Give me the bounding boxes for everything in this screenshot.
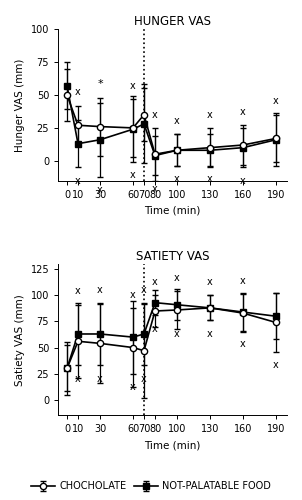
Text: x: x — [141, 286, 147, 296]
Title: HUNGER VAS: HUNGER VAS — [134, 15, 211, 28]
Text: *: * — [97, 80, 103, 90]
Text: x: x — [97, 185, 103, 195]
Text: x: x — [207, 110, 213, 120]
Text: x: x — [152, 277, 158, 287]
Text: x: x — [174, 174, 180, 184]
Text: x: x — [130, 80, 136, 90]
Title: SATIETY VAS: SATIETY VAS — [136, 250, 209, 263]
Text: x: x — [97, 374, 103, 384]
Text: x: x — [174, 116, 180, 126]
Text: x: x — [240, 107, 246, 117]
Text: x: x — [207, 174, 213, 184]
Text: x: x — [130, 170, 136, 180]
Text: x: x — [130, 290, 136, 300]
Y-axis label: Satiety VAS (mm): Satiety VAS (mm) — [15, 294, 25, 386]
Text: x: x — [75, 286, 81, 296]
Text: x: x — [152, 110, 158, 120]
Text: x: x — [75, 176, 81, 186]
Text: x: x — [130, 382, 136, 392]
X-axis label: Time (min): Time (min) — [144, 440, 201, 450]
Text: x: x — [207, 277, 213, 287]
Text: x: x — [207, 328, 213, 338]
Text: x: x — [141, 374, 147, 384]
Text: x: x — [97, 286, 103, 296]
Text: x: x — [152, 184, 158, 194]
Text: x: x — [240, 339, 246, 349]
Text: x: x — [174, 273, 180, 283]
Text: x: x — [174, 328, 180, 338]
Text: x: x — [273, 96, 279, 106]
Legend: CHOCHOLATE, NOT-PALATABLE FOOD: CHOCHOLATE, NOT-PALATABLE FOOD — [27, 478, 275, 495]
Text: x: x — [240, 276, 246, 286]
Text: x: x — [273, 360, 279, 370]
Text: x: x — [152, 324, 158, 334]
Y-axis label: Hunger VAS (mm): Hunger VAS (mm) — [15, 58, 25, 152]
X-axis label: Time (min): Time (min) — [144, 205, 201, 215]
Text: x: x — [75, 87, 81, 97]
Text: x: x — [240, 176, 246, 186]
Text: x: x — [75, 374, 81, 384]
